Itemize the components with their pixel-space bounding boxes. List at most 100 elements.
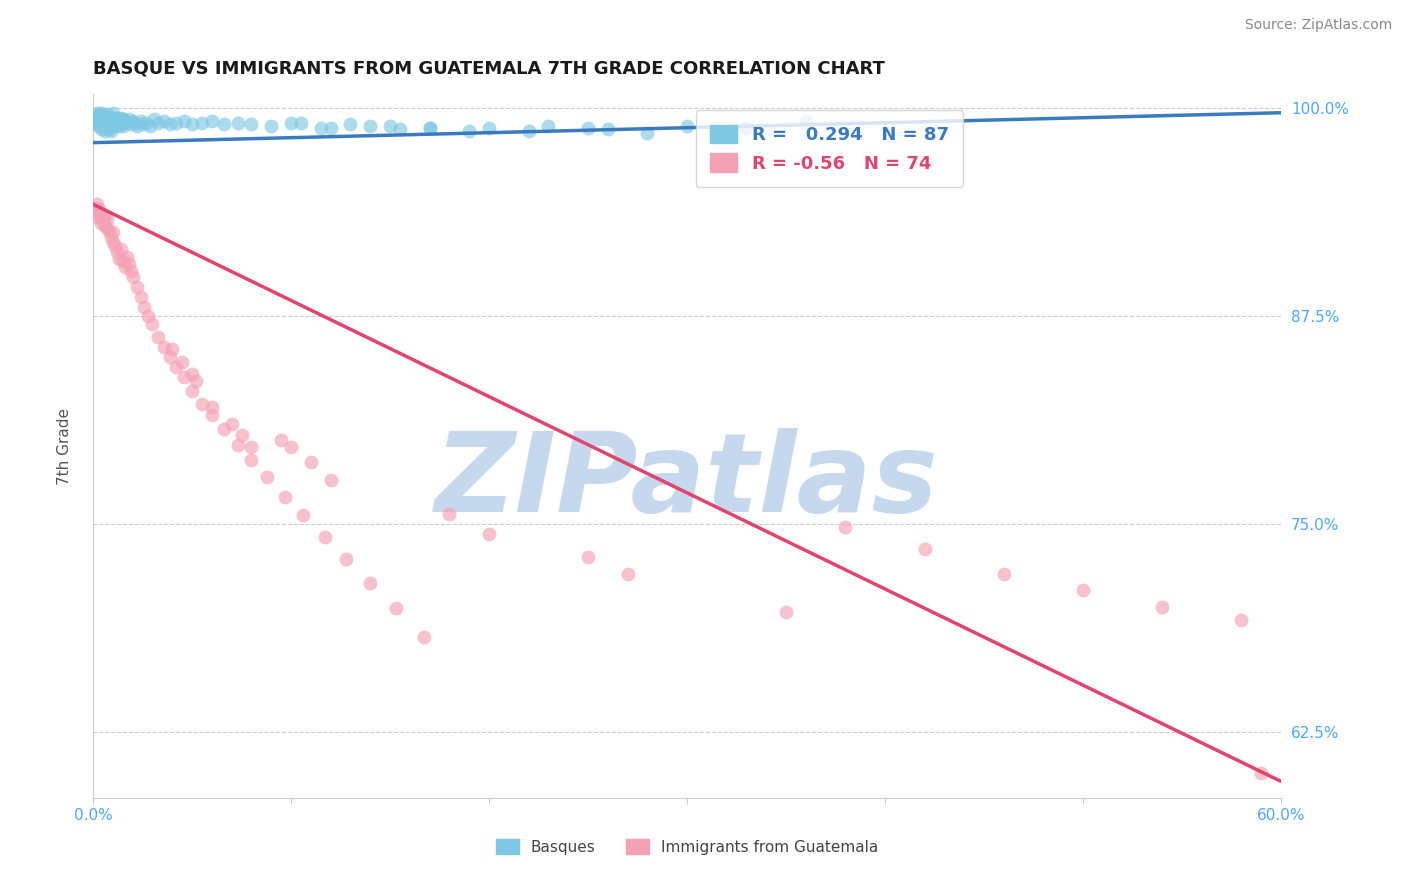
Point bbox=[101, 105, 124, 120]
Point bbox=[84, 109, 107, 123]
Point bbox=[212, 117, 235, 131]
Point bbox=[94, 111, 117, 125]
Point bbox=[121, 114, 143, 128]
Point bbox=[280, 116, 302, 130]
Point bbox=[478, 526, 501, 541]
Point bbox=[359, 576, 381, 591]
Point bbox=[240, 440, 263, 454]
Point bbox=[134, 301, 156, 315]
Point bbox=[458, 124, 481, 138]
Text: ZIPatlas: ZIPatlas bbox=[436, 428, 939, 535]
Point bbox=[181, 384, 204, 398]
Point bbox=[141, 317, 163, 331]
Text: Source: ZipAtlas.com: Source: ZipAtlas.com bbox=[1244, 18, 1392, 32]
Point bbox=[120, 264, 142, 278]
Point bbox=[100, 112, 122, 127]
Point bbox=[160, 342, 183, 356]
Point bbox=[359, 119, 381, 133]
Point bbox=[111, 253, 134, 268]
Point bbox=[1250, 766, 1272, 780]
Point bbox=[794, 114, 817, 128]
Point bbox=[125, 280, 148, 294]
Point bbox=[84, 201, 107, 215]
Point bbox=[101, 111, 124, 125]
Point bbox=[201, 400, 224, 414]
Point bbox=[1152, 599, 1174, 614]
Point bbox=[319, 120, 342, 135]
Point bbox=[107, 252, 129, 266]
Point bbox=[153, 114, 176, 128]
Point bbox=[91, 112, 114, 127]
Point bbox=[274, 490, 297, 504]
Point bbox=[191, 397, 214, 411]
Point bbox=[86, 205, 108, 219]
Point bbox=[115, 116, 138, 130]
Point bbox=[181, 117, 204, 131]
Point bbox=[91, 212, 114, 227]
Point bbox=[260, 119, 283, 133]
Point bbox=[96, 107, 118, 121]
Point bbox=[111, 112, 134, 127]
Point bbox=[105, 111, 128, 125]
Point bbox=[439, 507, 461, 521]
Point bbox=[91, 119, 114, 133]
Point bbox=[735, 120, 758, 135]
Point bbox=[419, 120, 441, 135]
Point bbox=[118, 112, 141, 127]
Point bbox=[90, 215, 112, 229]
Point bbox=[576, 120, 599, 135]
Point bbox=[115, 251, 138, 265]
Point bbox=[110, 242, 132, 256]
Point bbox=[226, 438, 249, 452]
Legend: R =   0.294   N = 87, R = -0.56   N = 74: R = 0.294 N = 87, R = -0.56 N = 74 bbox=[696, 111, 963, 187]
Point bbox=[91, 107, 114, 121]
Point bbox=[90, 207, 112, 221]
Point bbox=[121, 270, 143, 285]
Point bbox=[96, 119, 118, 133]
Point bbox=[110, 111, 132, 125]
Point bbox=[86, 117, 108, 131]
Point bbox=[256, 470, 278, 484]
Point bbox=[94, 117, 117, 131]
Point bbox=[131, 117, 153, 131]
Point bbox=[309, 120, 332, 135]
Point bbox=[97, 111, 120, 125]
Point bbox=[576, 549, 599, 564]
Point bbox=[616, 566, 638, 581]
Point bbox=[914, 541, 936, 556]
Point bbox=[100, 230, 122, 244]
Point bbox=[676, 119, 699, 133]
Point bbox=[96, 212, 118, 227]
Point bbox=[111, 119, 134, 133]
Point bbox=[148, 116, 170, 130]
Point bbox=[110, 117, 132, 131]
Point bbox=[240, 117, 263, 131]
Point bbox=[124, 116, 146, 130]
Point bbox=[596, 122, 619, 136]
Point bbox=[1071, 583, 1094, 598]
Point bbox=[118, 257, 141, 271]
Point bbox=[114, 260, 136, 275]
Text: BASQUE VS IMMIGRANTS FROM GUATEMALA 7TH GRADE CORRELATION CHART: BASQUE VS IMMIGRANTS FROM GUATEMALA 7TH … bbox=[93, 60, 884, 78]
Point bbox=[191, 116, 214, 130]
Point bbox=[107, 112, 129, 127]
Point bbox=[86, 105, 108, 120]
Point bbox=[184, 374, 207, 388]
Point bbox=[139, 119, 162, 133]
Point bbox=[101, 235, 124, 250]
Point bbox=[100, 124, 122, 138]
Point bbox=[129, 114, 152, 128]
Point bbox=[159, 351, 181, 365]
Point bbox=[834, 520, 856, 534]
Point bbox=[87, 119, 110, 133]
Point bbox=[201, 409, 224, 423]
Point bbox=[105, 117, 128, 131]
Point bbox=[291, 508, 314, 523]
Point bbox=[226, 116, 249, 130]
Point bbox=[107, 119, 129, 133]
Point bbox=[165, 116, 187, 130]
Point bbox=[537, 119, 560, 133]
Point bbox=[94, 124, 117, 138]
Point bbox=[159, 117, 181, 131]
Point bbox=[94, 209, 117, 223]
